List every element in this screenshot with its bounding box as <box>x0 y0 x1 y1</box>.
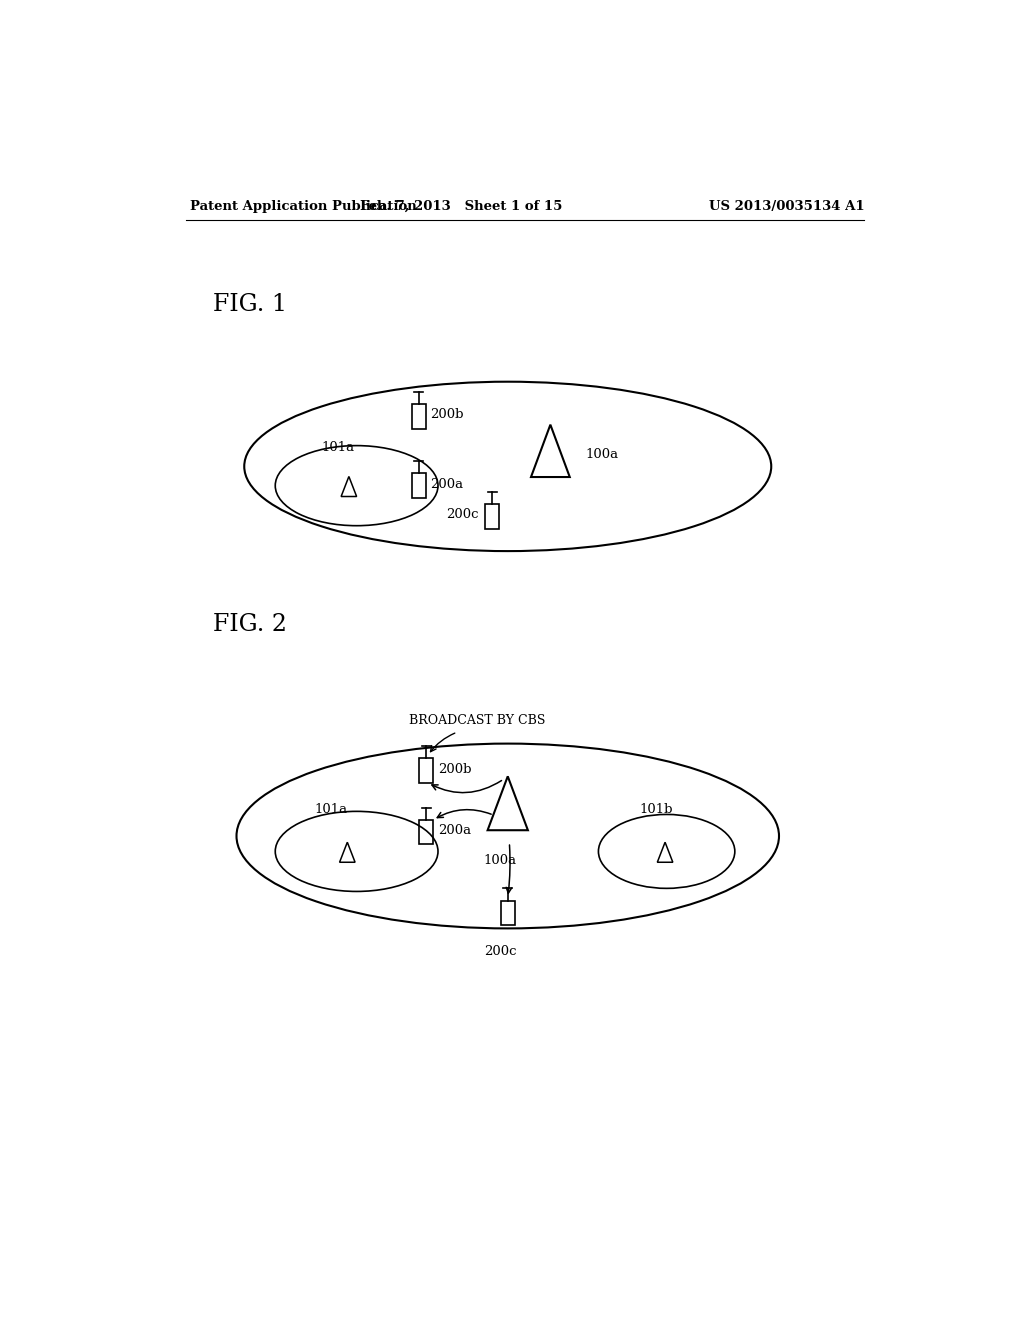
Text: Patent Application Publication: Patent Application Publication <box>190 199 417 213</box>
Text: 200a: 200a <box>430 478 464 491</box>
Text: 101a: 101a <box>322 441 355 454</box>
Text: BROADCAST BY CBS: BROADCAST BY CBS <box>409 714 545 727</box>
Text: 200c: 200c <box>445 508 478 521</box>
Text: 200a: 200a <box>438 824 471 837</box>
Text: FIG. 2: FIG. 2 <box>213 612 288 636</box>
Bar <box>420 820 433 845</box>
Text: Feb. 7, 2013   Sheet 1 of 15: Feb. 7, 2013 Sheet 1 of 15 <box>360 199 562 213</box>
Text: FIG. 1: FIG. 1 <box>213 293 288 317</box>
Bar <box>412 474 426 498</box>
Text: 100a: 100a <box>586 449 618 462</box>
Text: US 2013/0035134 A1: US 2013/0035134 A1 <box>709 199 864 213</box>
Bar <box>485 504 500 529</box>
Bar <box>501 900 515 925</box>
Bar <box>420 758 433 783</box>
Bar <box>412 404 426 429</box>
Text: 101a: 101a <box>314 803 347 816</box>
Text: 200b: 200b <box>430 408 464 421</box>
Text: 200c: 200c <box>483 945 516 958</box>
Text: 200b: 200b <box>438 763 471 776</box>
Text: 100a: 100a <box>483 854 516 867</box>
Text: 101b: 101b <box>640 803 673 816</box>
